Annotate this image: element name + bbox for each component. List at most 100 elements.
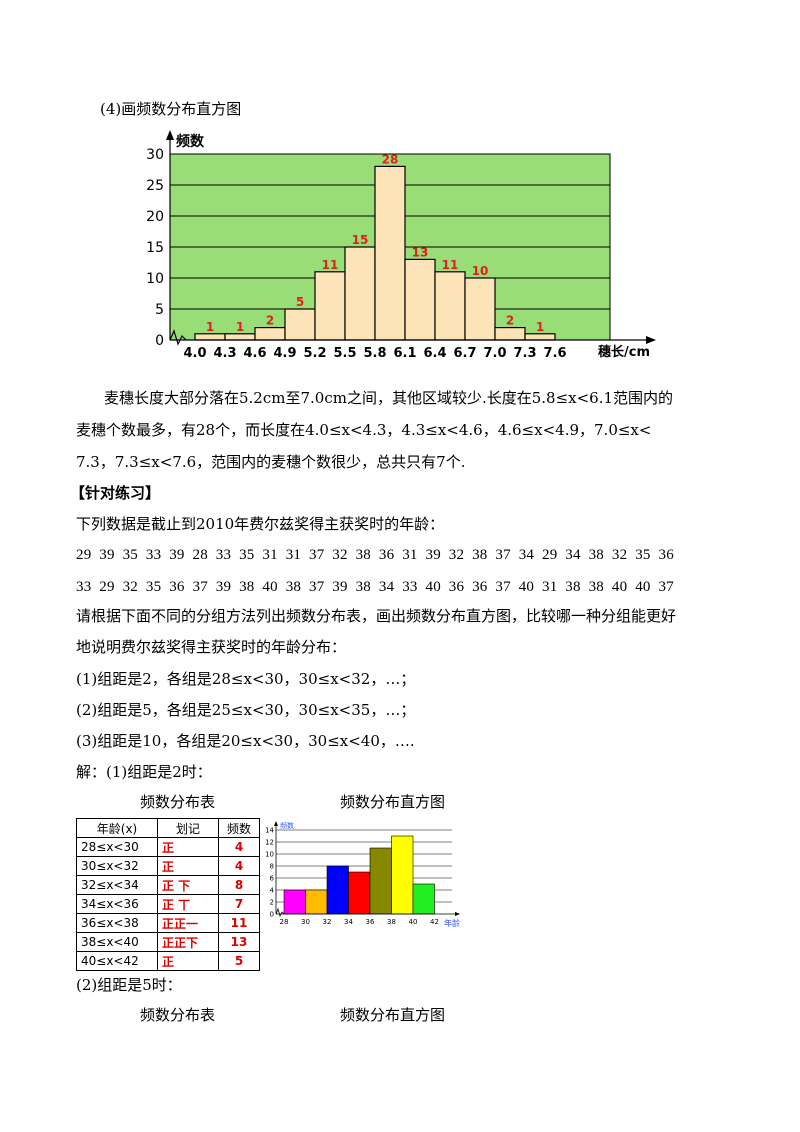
header-age: 年龄(x) <box>76 818 158 838</box>
histogram-bar <box>464 277 496 341</box>
x-tick-label: 7.0 <box>483 346 506 361</box>
exercise-item-2: (2)组距是5，各组是25≤x<30，30≤x<35，…； <box>76 701 416 719</box>
row-range: 34≤x<36 <box>76 894 158 914</box>
header-frequency: 频数 <box>218 818 260 838</box>
y-tick-label: 12 <box>265 839 274 847</box>
y-tick-label: 5 <box>155 302 164 318</box>
x-tick-label: 38 <box>387 918 396 926</box>
x-tick-label: 30 <box>301 918 310 926</box>
exercise-item-1: (1)组距是2，各组是28≤x<30，30≤x<32，…； <box>76 670 416 688</box>
x-tick-label: 4.6 <box>243 346 266 361</box>
row-range: 38≤x<40 <box>76 932 158 952</box>
row-range: 32≤x<34 <box>76 875 158 895</box>
y-tick-label: 6 <box>270 875 275 883</box>
row-tally: 正 <box>157 951 219 971</box>
x-tick-label: 28 <box>280 918 289 926</box>
row-frequency: 13 <box>218 932 260 952</box>
table-caption-2: 频数分布表 <box>140 1006 216 1024</box>
x-axis-label: 穗长/cm <box>598 344 650 360</box>
table-row: 32≤x<34 正 下 8 <box>76 875 260 895</box>
row-range: 40≤x<42 <box>76 951 158 971</box>
bar-value-label: 5 <box>296 295 304 309</box>
histogram-bar <box>374 165 406 341</box>
bar-value-label: 13 <box>412 245 429 259</box>
y-tick-label: 8 <box>270 863 274 871</box>
age-histogram: 0 2 4 6 8 10 12 14 28 30 32 34 36 38 40 42 频数 年龄 <box>265 821 460 928</box>
histogram-bar <box>305 889 328 915</box>
x-tick-label: 32 <box>323 918 332 926</box>
histogram-bar <box>254 327 286 341</box>
histogram-bar <box>224 333 256 341</box>
x-tick-label: 5.5 <box>333 346 356 361</box>
table-header-row: 年龄(x) 划记 频数 <box>76 818 260 838</box>
row-tally: 正 <box>157 837 219 857</box>
histogram-bar <box>391 835 414 915</box>
y-tick-label: 25 <box>146 178 164 194</box>
x-tick-label: 4.0 <box>183 346 206 361</box>
histogram-bar <box>369 847 392 915</box>
bar-value-label: 1 <box>536 320 544 334</box>
histogram-bar <box>412 883 435 915</box>
histogram-bar <box>283 889 306 915</box>
x-tick-label: 34 <box>344 918 353 926</box>
histogram-bar <box>434 271 466 341</box>
histogram-bar <box>348 871 371 915</box>
x-tick-label: 42 <box>430 918 439 926</box>
exercise-item-3: (3)组距是10，各组是20≤x<30，30≤x<40，…. <box>76 732 415 750</box>
y-tick-label: 14 <box>265 827 274 835</box>
row-range: 30≤x<32 <box>76 856 158 876</box>
x-tick-label: 6.4 <box>423 346 446 361</box>
bar-value-label: 10 <box>472 264 489 278</box>
table-row: 30≤x<32 正 4 <box>76 856 260 876</box>
exercise-request-2: 地说明费尔兹奖得主获奖时的年龄分布： <box>76 638 347 656</box>
data-row-2: 33 29 32 35 36 37 39 38 40 38 37 39 38 3… <box>76 579 674 595</box>
bar-value-label: 11 <box>442 258 459 272</box>
frequency-table: 年龄(x) 划记 频数 28≤x<30 正 4 30≤x<32 正 4 32≤x… <box>76 818 260 971</box>
row-tally: 正正一 <box>157 913 219 933</box>
histogram-bar <box>404 258 436 341</box>
y-tick-label: 4 <box>270 887 275 895</box>
x-tick-label: 5.8 <box>363 346 386 361</box>
histogram-caption-2: 频数分布直方图 <box>340 1006 446 1024</box>
table-row: 28≤x<30 正 4 <box>76 837 260 857</box>
histogram-bar <box>494 327 526 341</box>
bar-value-label: 1 <box>206 320 214 334</box>
y-tick-label: 10 <box>265 851 274 859</box>
table-row: 38≤x<40 正正下 13 <box>76 932 260 952</box>
row-tally: 正 丅 <box>157 894 219 914</box>
y-axis-arrow <box>166 130 174 140</box>
x-tick-label: 7.3 <box>513 346 536 361</box>
row-frequency: 5 <box>218 951 260 971</box>
row-range: 36≤x<38 <box>76 913 158 933</box>
bar-value-label: 2 <box>266 314 274 328</box>
bar-value-label: 2 <box>506 314 514 328</box>
y-tick-label: 0 <box>155 333 164 349</box>
x-tick-label: 4.3 <box>213 346 236 361</box>
bar-value-label: 28 <box>382 152 399 166</box>
y-tick-label: 15 <box>146 240 164 256</box>
histogram-bar <box>344 246 376 341</box>
analysis-line-1: 麦穗长度大部分落在5.2cm至7.0cm之间，其他区域较少.长度在5.8≤x<6… <box>104 389 674 407</box>
x-tick-label: 40 <box>409 918 418 926</box>
x-tick-label: 36 <box>366 918 375 926</box>
x-tick-label: 6.7 <box>453 346 476 361</box>
bar-value-label: 1 <box>236 320 244 334</box>
solution-1: 解：(1)组距是2时： <box>76 763 212 781</box>
histogram-bar <box>314 271 346 341</box>
analysis-line-3: 7.3，7.3≤x<7.6，范围内的麦穗个数很少，总共只有7个. <box>76 453 466 471</box>
table-caption: 频数分布表 <box>140 793 216 811</box>
histogram-bar <box>284 308 316 341</box>
x-tick-label: 7.6 <box>543 346 566 361</box>
row-frequency: 7 <box>218 894 260 914</box>
table-row: 36≤x<38 正正一 11 <box>76 913 260 933</box>
histogram-bar <box>524 333 556 341</box>
row-frequency: 4 <box>218 837 260 857</box>
row-frequency: 8 <box>218 875 260 895</box>
row-tally: 正 下 <box>157 875 219 895</box>
y-tick-label: 30 <box>146 147 164 163</box>
y-tick-label: 20 <box>146 209 164 225</box>
x-axis-label: 年龄 <box>444 918 460 928</box>
y-tick-label: 2 <box>270 899 274 907</box>
y-axis-label: 频数 <box>280 821 294 830</box>
